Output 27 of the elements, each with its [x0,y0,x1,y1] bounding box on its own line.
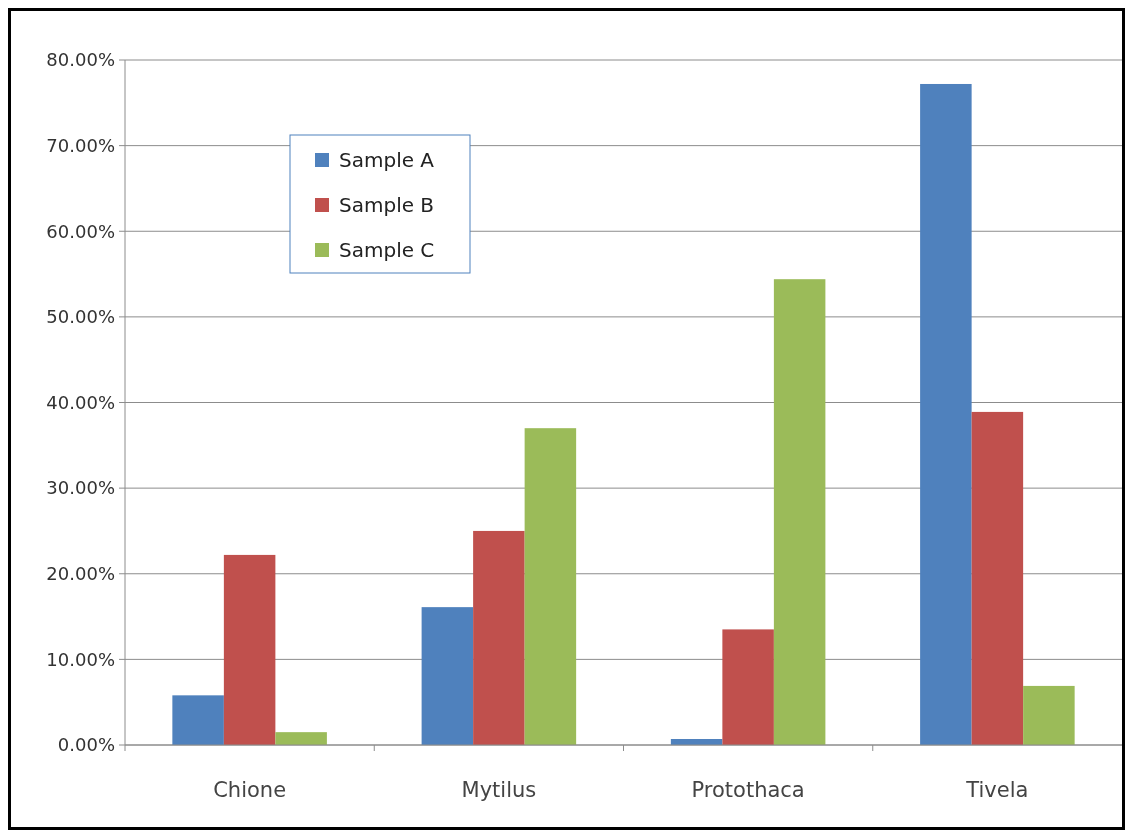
y-tick-label: 0.00% [57,734,115,756]
bar [473,530,525,745]
legend-label: Sample A [339,148,435,172]
y-tick-label: 70.00% [46,134,115,156]
y-tick-label: 80.00% [46,49,115,71]
legend-label: Sample C [339,238,435,262]
bar [524,428,577,745]
y-tick-label: 60.00% [46,220,115,242]
x-tick-label: Chione [213,778,287,802]
y-tick-label: 40.00% [46,391,115,413]
bar [172,695,224,745]
bar [773,279,826,745]
x-tick-label: Protothaca [691,778,805,802]
y-tick-label: 30.00% [46,477,115,499]
bar [722,629,774,745]
x-tick-label: Mytilus [461,778,537,802]
x-tick-label: Tivela [965,778,1029,802]
bar [971,411,1024,745]
bar [275,732,327,745]
legend-label: Sample B [339,193,435,217]
y-tick-label: 10.00% [46,648,115,670]
y-tick-label: 20.00% [46,563,115,585]
bar [920,83,972,745]
bar [421,607,474,745]
bar [1023,685,1075,745]
y-tick-label: 50.00% [46,306,115,328]
bar [223,554,276,745]
